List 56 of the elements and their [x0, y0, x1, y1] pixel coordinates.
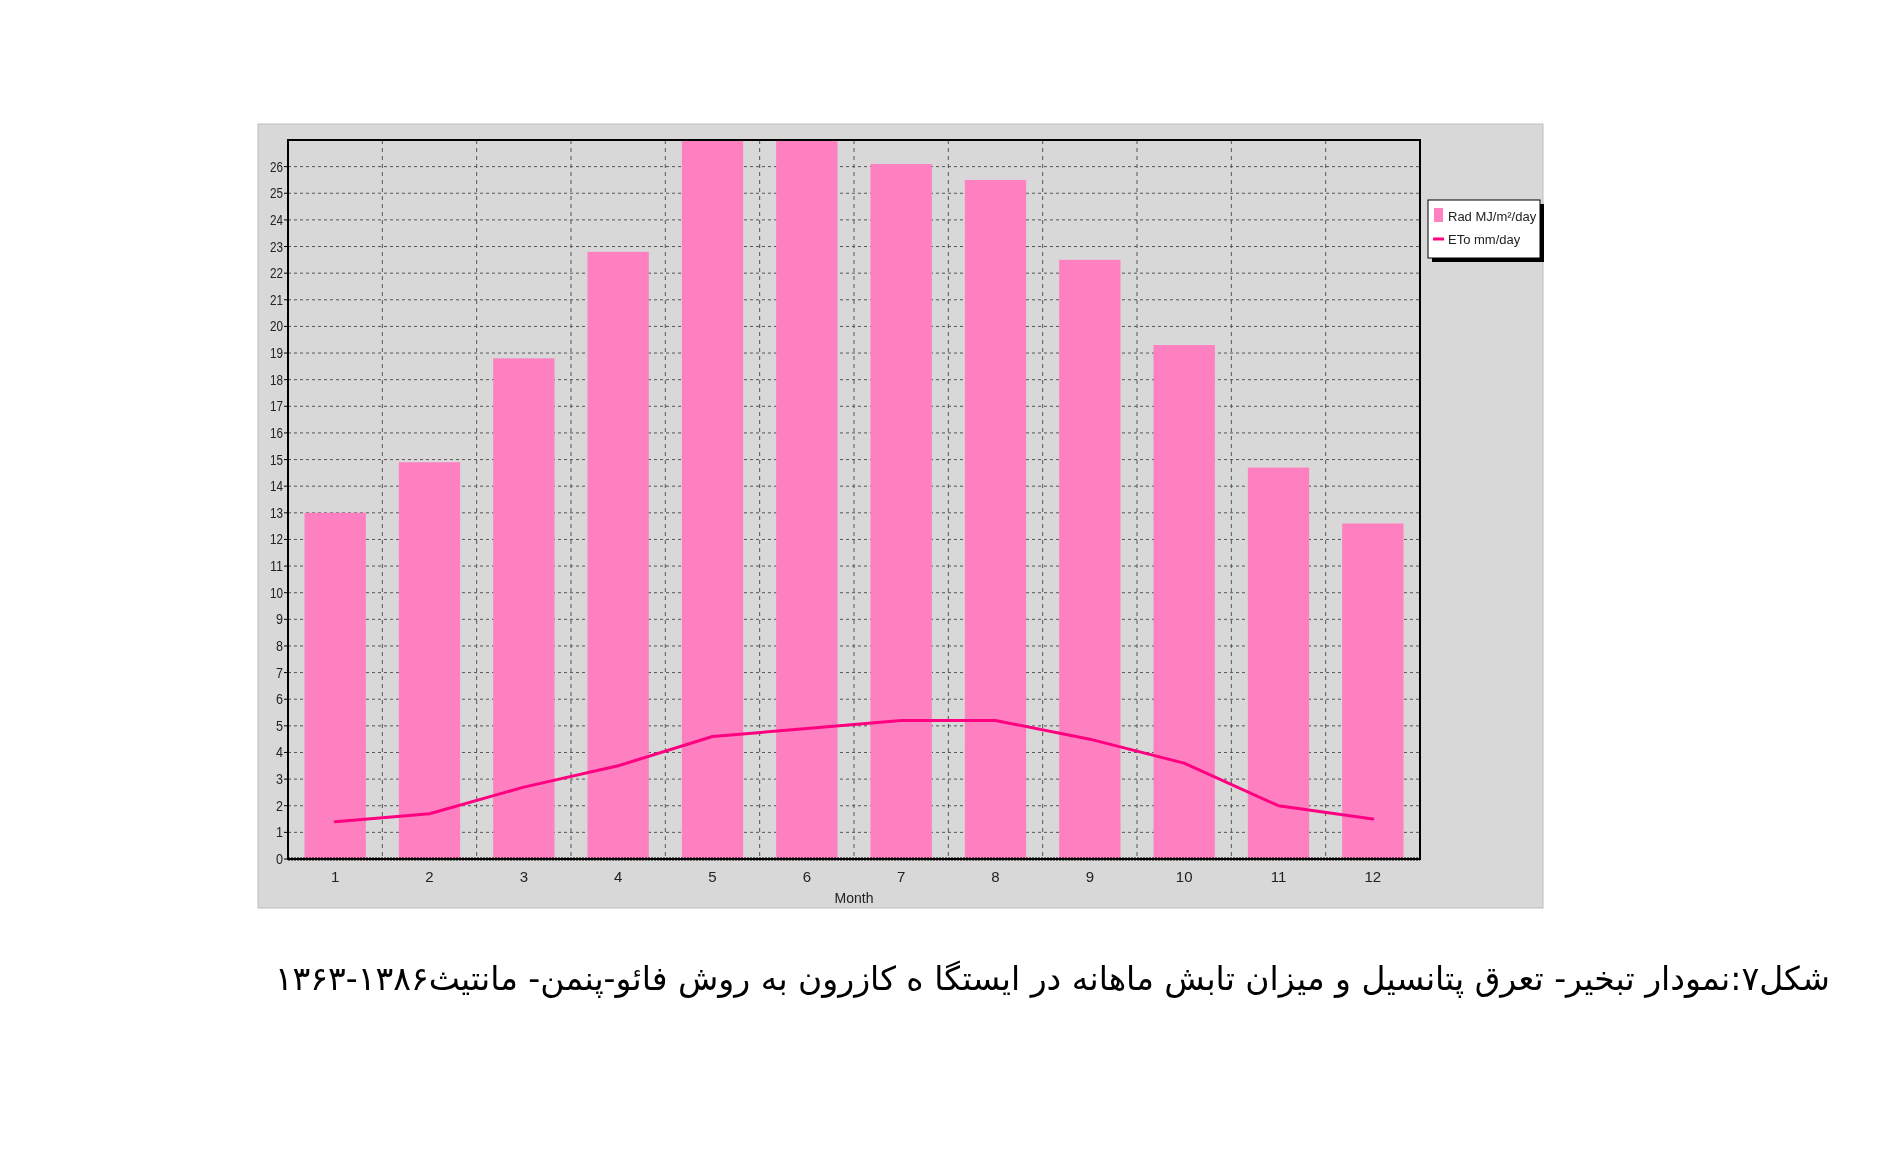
bar: [587, 251, 649, 859]
bar: [1059, 259, 1121, 859]
x-tick-label: 4: [613, 868, 623, 885]
y-tick-label: 5: [276, 717, 284, 734]
y-tick-label: 9: [276, 611, 284, 628]
y-tick-label: 18: [270, 371, 286, 388]
x-tick-label: 6: [802, 868, 812, 885]
y-tick-label: 0: [276, 851, 284, 867]
y-tick-label: 16: [270, 424, 286, 441]
bar: [398, 462, 461, 859]
y-tick-label: 15: [270, 451, 286, 468]
y-tick-label: 26: [270, 158, 286, 175]
x-tick-label: 10: [1175, 868, 1193, 885]
bar: [304, 512, 366, 859]
bar: [964, 179, 1027, 859]
x-tick-label: 12: [1364, 868, 1382, 885]
y-tick-label: 12: [270, 531, 286, 548]
y-tick-label: 1: [276, 824, 284, 841]
bar: [1342, 523, 1404, 859]
y-tick-label: 19: [270, 345, 286, 362]
y-tick-label: 11: [270, 558, 285, 575]
bar: [776, 140, 838, 859]
y-tick-label: 4: [276, 744, 284, 761]
y-tick-label: 10: [270, 584, 286, 601]
y-tick-label: 22: [270, 265, 286, 282]
y-tick-label: 20: [270, 318, 286, 335]
text: شکل۷:نمودار تبخیر- تعرق پتانسیل و میزان تابش ماهانه در ایستگا ه کازرون به روش فائو-پنمن- مانتیث۱۳۸۶-۱۳۶۳: [274, 959, 1830, 998]
y-tick-label: 23: [270, 238, 286, 255]
y-tick-label: 2: [276, 797, 284, 814]
y-tick-label: 3: [276, 771, 284, 788]
legend-label: ETo mm/day: [1448, 232, 1521, 247]
x-tick-label: 5: [708, 868, 717, 885]
y-tick-label: 8: [276, 637, 284, 654]
x-tick-label: 8: [991, 868, 1000, 885]
bar: [1247, 467, 1310, 859]
y-tick-label: 6: [276, 691, 284, 708]
y-tick-label: 25: [270, 185, 286, 202]
y-tick-label: 24: [270, 211, 286, 228]
y-tick-label: 17: [270, 398, 286, 415]
x-tick-label: 7: [896, 868, 906, 885]
x-axis-title: Month: [834, 890, 874, 906]
bar: [493, 358, 555, 859]
legend-label: Rad MJ/m²/day: [1448, 209, 1537, 224]
bar: [870, 163, 932, 859]
y-tick-label: 7: [276, 664, 284, 681]
bar: [681, 140, 744, 859]
bar: [1153, 345, 1215, 859]
x-tick-label: 9: [1085, 868, 1095, 885]
y-tick-label: 13: [270, 504, 286, 521]
x-tick-label: 2: [425, 868, 434, 885]
y-tick-label: 21: [270, 291, 286, 308]
y-tick-label: 14: [270, 478, 286, 495]
x-tick-label: 1: [330, 868, 340, 885]
x-tick-label: 3: [519, 868, 529, 885]
x-tick-label: 11: [1270, 868, 1287, 885]
line-series: [333, 719, 1375, 824]
